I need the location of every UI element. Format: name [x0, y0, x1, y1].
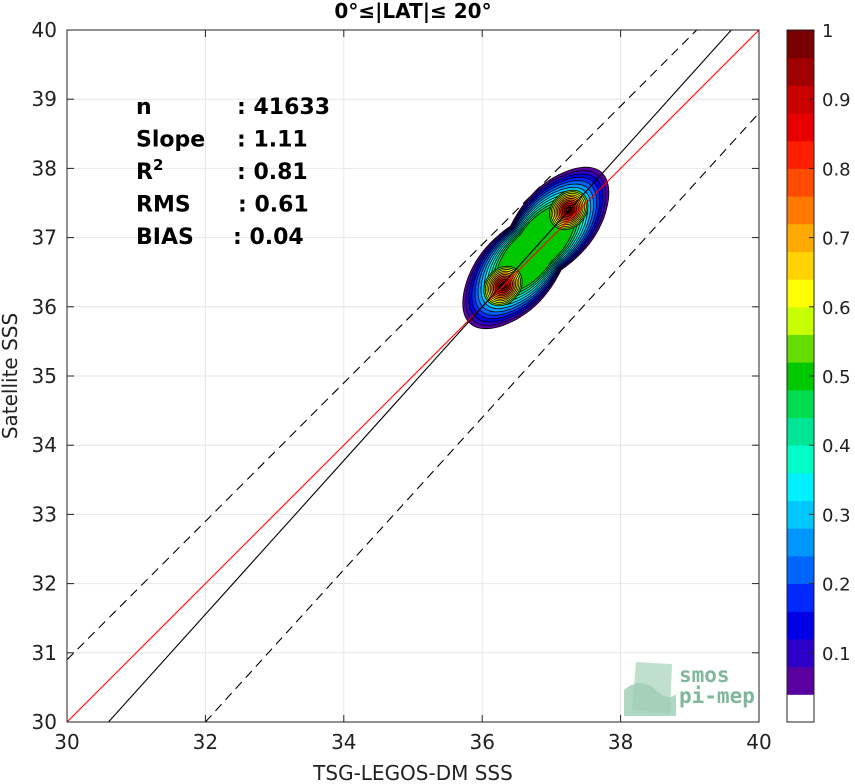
colorbar-segment [787, 168, 814, 197]
x-axis-label: TSG-LEGOS-DM SSS [312, 761, 513, 784]
stat-value: : 0.04 [233, 225, 304, 250]
upper-bound-line [67, 30, 698, 661]
colorbar-tick-label: 1 [822, 21, 833, 42]
stat-value: : 1.11 [237, 128, 308, 153]
y-tick-label: 40 [32, 18, 57, 42]
chart-title: 0°≤|LAT|≤ 20° [334, 0, 491, 23]
stat-label: R2 [136, 156, 163, 185]
y-tick-label: 36 [32, 295, 57, 319]
x-tick-label: 40 [746, 730, 771, 754]
colorbar-tick-label: 0.5 [822, 367, 851, 388]
colorbar-segment [787, 445, 814, 474]
stat-label: n [136, 95, 152, 120]
y-tick-label: 30 [32, 710, 57, 734]
y-axis-label: Satellite SSS [0, 313, 22, 439]
y-tick-label: 39 [32, 87, 57, 111]
colorbar-segment [787, 555, 814, 585]
colorbar-segment [787, 666, 814, 695]
y-tick-label: 33 [32, 502, 57, 526]
y-tick-label: 37 [32, 226, 57, 250]
colorbar-segment [787, 611, 814, 640]
colorbar-segment [787, 528, 814, 557]
colorbar-segment [787, 306, 814, 335]
colorbar-segment [787, 694, 814, 723]
stat-label: Slope [136, 128, 205, 153]
stat-superscript: 2 [153, 156, 163, 174]
logo-text-line1: smos [679, 663, 730, 687]
colorbar-segment [787, 334, 814, 363]
y-tick-label: 35 [32, 364, 57, 388]
plot-area: 30 32 34 36 38 40 30 31 32 33 34 35 36 37 38 39 40 [32, 18, 772, 754]
lower-bound-line [204, 112, 759, 722]
stat-value: : 0.61 [238, 193, 309, 218]
colorbar-tick-label: 0.3 [822, 505, 851, 526]
colorbar-segment [787, 251, 814, 280]
x-tick-label: 30 [54, 730, 79, 754]
colorbar-segment [787, 472, 814, 502]
regression-line [108, 30, 732, 722]
colorbar-tick-label: 0.8 [822, 159, 851, 180]
stats-box: n : 41633 Slope : 1.11 R2 : 0.81 RMS : 0.61 BIAS… [136, 95, 330, 250]
colorbar-segment [787, 196, 814, 225]
y-tick-label: 38 [32, 156, 57, 180]
colorbar-tick-label: 0.7 [822, 229, 851, 250]
stat-value: : 41633 [237, 95, 330, 120]
colorbar: 0.1 0.2 0.3 0.4 0.5 0.6 0.7 0.8 0.9 1 [786, 21, 851, 723]
stat-value: : 0.81 [237, 160, 308, 185]
x-tick-label: 34 [331, 730, 356, 754]
colorbar-tick-label: 0.1 [822, 644, 851, 665]
identity-line [67, 30, 759, 722]
reference-lines [67, 30, 759, 722]
colorbar-segment [787, 57, 814, 86]
colorbar-tick-label: 0.4 [822, 436, 851, 457]
logo-wave-icon [624, 683, 676, 716]
colorbar-tick-label: 0.2 [822, 575, 851, 596]
colorbar-segment [787, 389, 814, 419]
colorbar-segment [787, 583, 814, 612]
x-tick-label: 36 [469, 730, 494, 754]
y-tick-label: 32 [32, 572, 57, 596]
x-tick-label: 32 [193, 730, 218, 754]
colorbar-segment [787, 279, 814, 308]
colorbar-tick-label: 0.9 [822, 90, 851, 111]
stat-label: BIAS [136, 225, 194, 250]
y-tick-label: 34 [32, 433, 57, 457]
x-tick-label: 38 [608, 730, 633, 754]
logo-text-line2: pi-mep [679, 684, 755, 708]
colorbar-segment [787, 113, 814, 142]
y-tick-label: 31 [32, 641, 57, 665]
colorbar-segment [787, 417, 814, 446]
colorbar-segment [787, 30, 814, 59]
colorbar-segment [787, 140, 814, 169]
smos-pi-mep-logo: smos pi-mep [624, 662, 755, 716]
stat-label: RMS [136, 193, 191, 218]
colorbar-tick-label: 0.6 [822, 298, 851, 319]
